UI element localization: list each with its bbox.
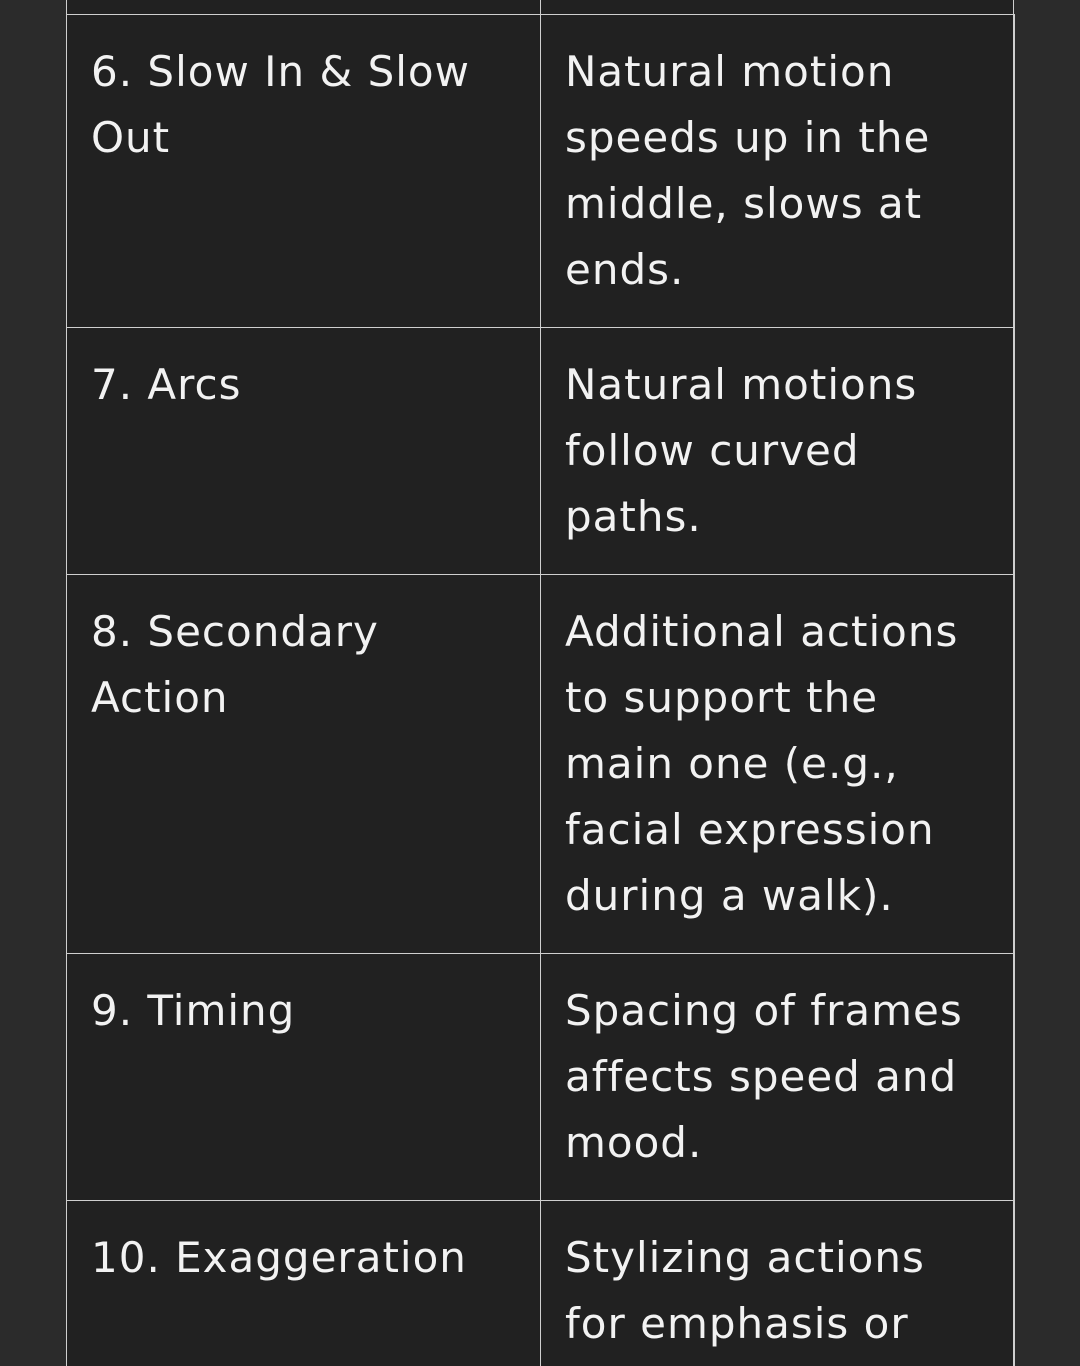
table-row: 6. Slow In & Slow Out Natural motion spe… [66,14,1015,328]
description-cell: Stylizing actions for emphasis or humor. [540,1200,1015,1366]
term-cell: 9. Timing [66,953,541,1201]
table-row: 10. Exaggeration Stylizing actions for e… [66,1200,1015,1366]
term-cell: 10. Exaggeration [66,1200,541,1366]
table-row: 8. Secondary Action Additional actions t… [66,574,1015,954]
description-cell: Natural motions follow curved paths. [540,327,1015,575]
table-row: 9. Timing Spacing of frames affects spee… [66,953,1015,1201]
principles-table-container: 6. Slow In & Slow Out Natural motion spe… [66,0,1015,1366]
column-divider-stub [540,0,541,14]
term-cell: 7. Arcs [66,327,541,575]
description-cell: Natural motion speeds up in the middle, … [540,14,1015,328]
description-cell: Additional actions to support the main o… [540,574,1015,954]
description-cell: Spacing of frames affects speed and mood… [540,953,1015,1201]
term-cell: 6. Slow In & Slow Out [66,14,541,328]
term-cell: 8. Secondary Action [66,574,541,954]
principles-table: 6. Slow In & Slow Out Natural motion spe… [66,14,1015,1366]
table-row: 7. Arcs Natural motions follow curved pa… [66,327,1015,575]
